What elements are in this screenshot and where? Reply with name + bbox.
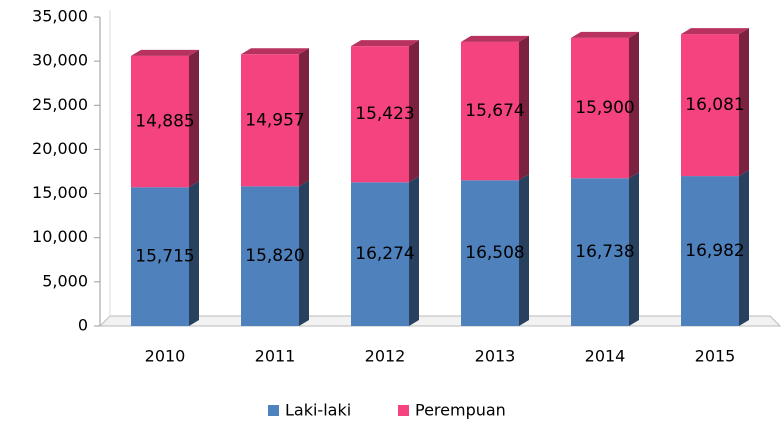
y-tick-label: 25,000 [32,95,88,114]
bar-side [519,174,529,326]
bar-top [131,49,199,56]
bar [241,54,299,187]
y-tick-label: 10,000 [32,227,88,246]
bar-top [681,28,749,35]
bar [681,176,739,326]
y-tick-label: 30,000 [32,51,88,70]
bar-top [351,40,419,47]
bar-segment [571,172,639,326]
bar-side [299,180,309,326]
y-tick-label: 35,000 [32,7,88,26]
bar [131,55,189,188]
bar-top [571,31,639,38]
bar-segment [681,170,749,326]
bar-segment [131,181,199,326]
value-label: 16,508 [465,243,524,263]
bar [131,187,189,326]
bar [461,180,519,326]
value-label: 14,957 [245,110,304,130]
value-label: 16,081 [685,95,744,115]
bar [571,178,629,326]
bar-side [189,181,199,326]
bar-side [189,49,199,188]
bar-side [299,48,309,187]
value-label: 15,423 [355,104,414,124]
value-label: 15,674 [465,101,524,121]
value-label: 16,982 [685,241,744,261]
bar-side [409,176,419,326]
x-tick-label: 2014 [585,347,626,366]
bar [241,186,299,326]
bar [461,41,519,181]
bar-segment [241,180,309,326]
bar-top [461,35,529,42]
value-label: 15,715 [135,247,194,267]
value-label: 15,900 [575,98,634,118]
x-tick-label: 2011 [255,347,296,366]
y-tick-label: 20,000 [32,139,88,158]
y-tick-label: 5,000 [42,271,88,290]
y-tick-label: 15,000 [32,183,88,202]
bar-top [241,48,309,55]
bar [351,182,409,326]
bar-segment [461,174,529,326]
value-label: 14,885 [135,112,194,132]
x-tick-label: 2010 [145,347,186,366]
x-tick-label: 2012 [365,347,406,366]
bar-side [519,35,529,181]
bar [351,46,409,183]
bar-side [739,28,749,177]
legend-label: Laki-laki [285,401,351,420]
value-label: 15,820 [245,246,304,266]
bar-segment [681,28,749,177]
bar-side [739,170,749,326]
bar [571,37,629,179]
x-tick-label: 2013 [475,347,516,366]
value-label: 16,738 [575,242,634,262]
bar-segment [351,176,419,326]
bar-segment [461,35,529,181]
value-label: 16,274 [355,244,414,264]
bar-side [409,40,419,183]
bar [681,34,739,177]
bar-segment [571,31,639,179]
legend-swatch [398,405,409,416]
y-tick-label: 0 [78,316,88,335]
bar-segment [351,40,419,183]
legend-swatch [268,405,279,416]
bar-side [629,172,639,326]
bar-segment [241,48,309,187]
legend-label: Perempuan [415,401,506,420]
floor [99,315,781,327]
x-tick-label: 2015 [695,347,736,366]
bar-segment [131,49,199,188]
bar-side [629,31,639,179]
